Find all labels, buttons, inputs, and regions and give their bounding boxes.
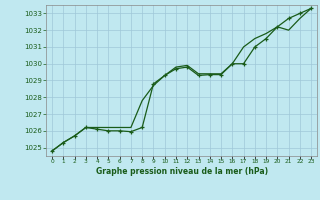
X-axis label: Graphe pression niveau de la mer (hPa): Graphe pression niveau de la mer (hPa) — [96, 167, 268, 176]
